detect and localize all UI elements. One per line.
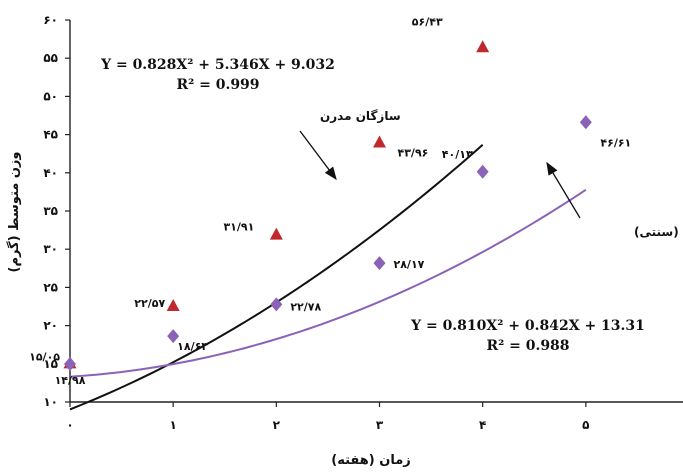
data-labels: ۱۵/۰۵ ۲۲/۵۷ ۳۱/۹۱ ۴۳/۹۶ ۵۶/۴۳ ۱۴/۹۸ ۱۸/۶۳ ۲۲/۷۸… [29, 15, 631, 387]
series-2-data-label: ۴۶/۶۱ [600, 136, 631, 149]
y-tick-label: ۲۰ [43, 319, 58, 333]
x-axis-title: زمان (هفته) [331, 453, 410, 468]
series-2-point [270, 297, 283, 312]
y-tick-label: ۵۰ [43, 89, 58, 103]
series-1-annotation-arrow [299, 130, 337, 181]
series-1-data-label: ۵۶/۴۳ [412, 15, 443, 28]
series-2-data-label: ۱۸/۶۳ [177, 340, 208, 353]
series-1-data-label: ۲۲/۵۷ [134, 297, 165, 310]
series-2-data-label: ۲۸/۱۷ [394, 258, 425, 271]
series-1-point [269, 227, 283, 240]
series-2-annotation-arrow [546, 161, 581, 219]
axes: ۰۱۲۳۴۵۶۱۰۱۵۲۰۲۵۳۰۳۵۴۰۴۵۵۰۵۵۶۰ [43, 13, 683, 432]
series-2-data-label: ۲۲/۷۸ [290, 300, 321, 313]
x-tick-label: ۲ [273, 418, 281, 432]
data-points [63, 40, 592, 371]
y-tick-label: ۴۰ [43, 166, 58, 180]
series-2-point [579, 115, 592, 130]
series-2-point [167, 329, 180, 344]
series-2-data-label: ۱۴/۹۸ [55, 374, 86, 387]
series-2-equation: Y = 0.810X² + 0.842X + 13.31 [410, 318, 645, 334]
y-tick-label: ۳۵ [43, 204, 58, 218]
series-1-point [373, 135, 386, 148]
x-tick-label: ۰ [66, 418, 73, 432]
trendlines [69, 144, 587, 411]
x-tick-label: ۴ [479, 418, 486, 432]
series-2-point [476, 164, 489, 179]
y-tick-label: ۱۰ [43, 395, 58, 409]
x-tick-label: ۵ [582, 418, 589, 432]
series-2-r2: R² = 0.988 [486, 338, 569, 354]
series-1-r2: R² = 0.999 [176, 77, 259, 93]
y-tick-label: ۴۵ [43, 128, 58, 142]
series-1-equation: Y = 0.828X² + 5.346X + 9.032 [100, 57, 335, 73]
y-tick-label: ۵۵ [43, 51, 58, 65]
series-1-point [476, 40, 490, 53]
series-1-data-label: ۴۳/۹۶ [398, 147, 429, 160]
series-2-data-label: ۴۰/۱۳ [442, 148, 473, 161]
series-1-annotation: سازگان مدرن [320, 109, 401, 123]
y-tick-label: ۲۵ [43, 280, 58, 294]
x-tick-label: ۱ [170, 418, 177, 432]
series-1-point [166, 298, 180, 311]
y-tick-label: ۱۵ [43, 357, 58, 371]
series-1-data-label: ۳۱/۹۱ [223, 221, 254, 234]
series-2-trendline [69, 189, 587, 378]
y-tick-label: ۳۰ [43, 242, 58, 256]
series-2-annotation: سازگان مرسوم (سنتی) [634, 225, 683, 240]
series-1-data-label: ۱۵/۰۵ [29, 350, 60, 363]
x-tick-label: ۳ [376, 418, 384, 432]
y-tick-label: ۶۰ [43, 13, 58, 27]
series-2-point [373, 256, 386, 271]
y-axis-title: وزن متوسط (گرم) [6, 152, 22, 273]
series-2-point [64, 356, 76, 371]
